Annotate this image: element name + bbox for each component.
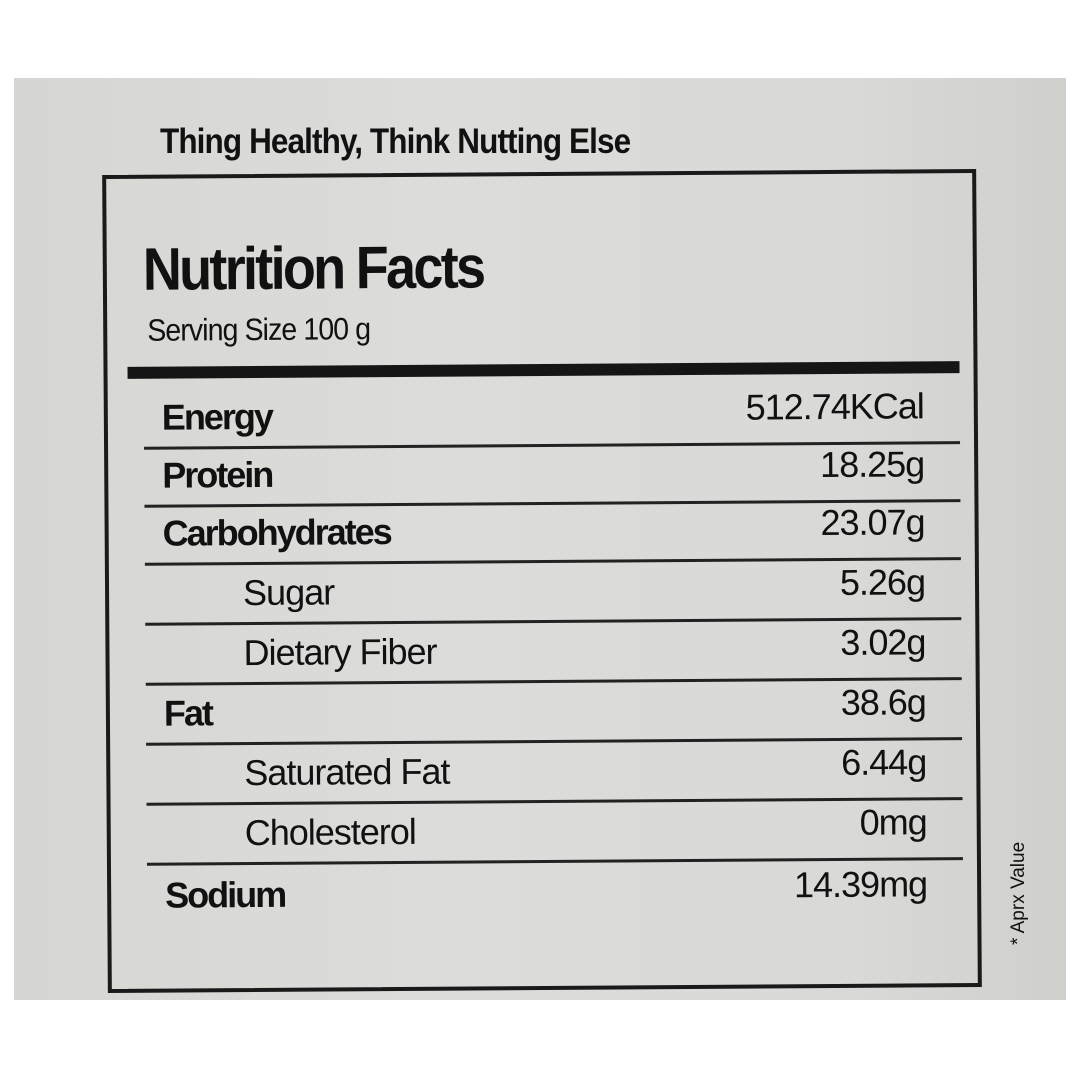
- tagline: Thing Healthy, Think Nutting Else: [160, 122, 631, 161]
- label-background: [14, 78, 1066, 1000]
- nutrient-value: 23.07g: [820, 501, 925, 544]
- nutrient-row: Saturated Fat 6.44g: [146, 739, 963, 806]
- nutrient-name: Carbohydrates: [162, 511, 391, 554]
- serving-size: Serving Size 100 g: [147, 311, 371, 348]
- nutrient-row: Sodium 14.39mg: [147, 861, 963, 925]
- nutrition-title: Nutrition Facts: [142, 233, 484, 303]
- nutrient-rows: Energy 512.74KCal Protein 18.25g Carbohydrat…: [106, 173, 972, 916]
- nutrient-name: Fat: [163, 692, 213, 734]
- nutrient-value: 38.6g: [840, 681, 926, 723]
- nutrient-name: Dietary Fiber: [243, 630, 437, 674]
- nutrient-value: 512.74KCal: [745, 385, 924, 428]
- nutrient-row: Dietary Fiber 3.02g: [145, 619, 962, 686]
- nutrient-row: Fat 38.6g: [145, 679, 963, 746]
- nutrient-name: Cholesterol: [244, 810, 416, 854]
- approx-value-note: * Aprx Value: [1008, 841, 1029, 945]
- nutrient-name: Protein: [162, 453, 273, 496]
- nutrient-name: Sodium: [165, 873, 286, 916]
- nutrient-value: 5.26g: [839, 561, 926, 603]
- nutrient-value: 18.25g: [819, 443, 925, 486]
- nutrient-row: Sugar 5.26g: [144, 559, 962, 626]
- nutrient-row: Protein 18.25g: [144, 441, 961, 508]
- nutrient-value: 14.39mg: [793, 863, 928, 906]
- nutrient-value: 6.44g: [841, 741, 927, 783]
- nutrient-name: Saturated Fat: [244, 750, 450, 794]
- nutrient-value: 3.02g: [840, 621, 926, 663]
- nutrition-facts-box: Nutrition Facts Serving Size 100 g Energ…: [102, 168, 982, 994]
- divider-thick: [127, 361, 960, 379]
- nutrient-row: Carbohydrates 23.07g: [144, 499, 961, 566]
- nutrient-name: Sugar: [242, 571, 335, 614]
- nutrient-row: Cholesterol 0mg: [146, 799, 963, 866]
- nutrient-name: Energy: [161, 395, 273, 438]
- nutrient-value: 0mg: [859, 801, 927, 843]
- nutrient-row: Energy 512.74KCal: [143, 383, 961, 450]
